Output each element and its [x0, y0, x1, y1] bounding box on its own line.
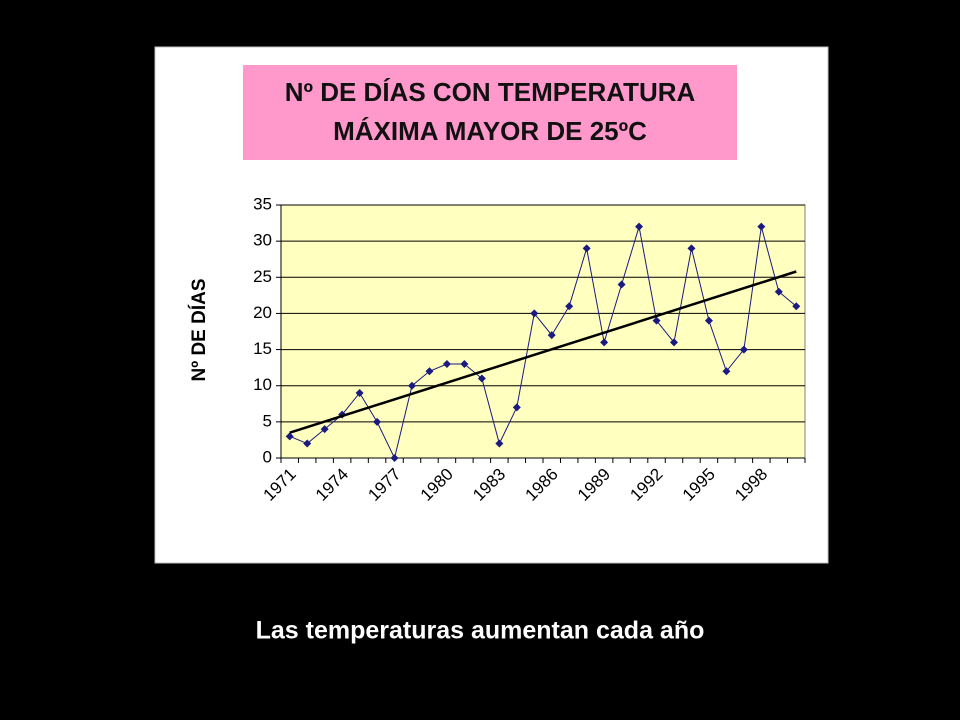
- data-point: [442, 360, 451, 369]
- chart-title: Nº DE DÍAS CON TEMPERATURA: [285, 77, 696, 107]
- data-point: [408, 381, 416, 390]
- data-point: [600, 338, 609, 347]
- chart-title: MÁXIMA MAYOR DE 25ºC: [333, 116, 647, 146]
- data-point: [425, 367, 434, 376]
- data-point: [512, 403, 521, 412]
- data-line: [289, 226, 797, 460]
- data-point: [477, 374, 486, 383]
- data-point: [460, 360, 469, 369]
- y-tick-label: 5: [263, 411, 272, 430]
- y-tick-label: 15: [253, 339, 272, 358]
- data-point: [704, 316, 713, 325]
- data-point: [390, 454, 399, 462]
- data-point: [652, 316, 661, 325]
- data-point: [792, 302, 801, 311]
- data-point: [495, 439, 504, 448]
- data-point: [774, 287, 783, 296]
- data-point: [617, 280, 626, 289]
- y-tick-label: 25: [253, 267, 272, 286]
- data-point: [757, 222, 766, 231]
- plot-area: [280, 204, 806, 459]
- data-point: [670, 338, 678, 347]
- data-point: [687, 244, 696, 253]
- data-point: [547, 331, 556, 340]
- data-point: [722, 367, 731, 376]
- y-axis-label: Nº DE DÍAS: [188, 278, 210, 381]
- data-point: [565, 302, 574, 311]
- data-point: [303, 439, 312, 448]
- data-point: [320, 425, 329, 434]
- y-tick-label: 0: [263, 447, 272, 466]
- data-point: [635, 222, 644, 231]
- data-point: [582, 244, 591, 253]
- title-box: [243, 65, 737, 160]
- data-point: [355, 388, 364, 397]
- data-point: [530, 309, 539, 318]
- trend-line: [289, 270, 797, 434]
- y-tick-label: 10: [253, 375, 272, 394]
- caption: Las temperaturas aumentan cada año: [256, 617, 705, 645]
- data-point: [739, 345, 748, 354]
- y-tick-label: 35: [253, 194, 272, 213]
- data-point: [285, 432, 294, 441]
- y-tick-label: 20: [253, 303, 272, 322]
- y-tick-label: 30: [253, 231, 272, 250]
- data-point: [373, 417, 382, 426]
